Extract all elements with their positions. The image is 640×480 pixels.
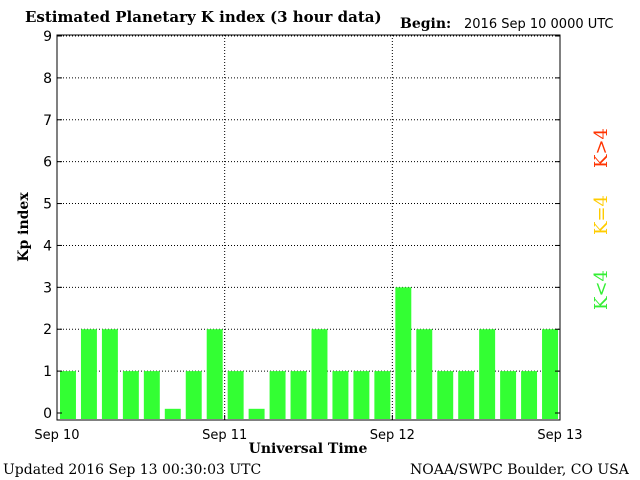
- x-tick-label: Sep 12: [370, 428, 415, 443]
- x-axis: Sep 10 Sep 11 Sep 12 Sep 13: [34, 415, 583, 443]
- legend-item: K<4: [591, 270, 612, 310]
- kp-bar: [185, 371, 202, 419]
- kp-bar: [290, 371, 307, 419]
- x-axis-label: Universal Time: [249, 441, 368, 457]
- kp-bar: [269, 371, 286, 419]
- kp-bar: [374, 371, 391, 419]
- kp-bar: [248, 408, 265, 419]
- kp-bar: [416, 329, 433, 419]
- kp-bar: [479, 329, 496, 419]
- y-tick-label: 6: [43, 155, 52, 171]
- x-tick-label: Sep 13: [537, 428, 582, 443]
- legend-item: K>4: [591, 128, 612, 168]
- legend: K<4 K=4 K>4: [591, 128, 612, 310]
- chart-title: Estimated Planetary K index (3 hour data…: [25, 8, 382, 26]
- x-tick-label: Sep 10: [34, 428, 79, 443]
- kp-bar: [500, 371, 517, 419]
- kp-bar: [332, 371, 349, 419]
- kp-bar: [521, 371, 538, 419]
- y-tick-label: 7: [43, 113, 52, 129]
- y-tick-label: 1: [43, 364, 52, 380]
- y-tick-label: 0: [43, 406, 52, 422]
- plot-frame: [56, 34, 561, 421]
- y-tick-label: 5: [43, 197, 52, 213]
- begin-value: 2016 Sep 10 0000 UTC: [464, 17, 614, 32]
- kp-bar: [164, 408, 181, 419]
- kp-bar: [60, 371, 76, 419]
- y-tick-label: 8: [43, 71, 52, 87]
- kp-bar: [395, 287, 412, 419]
- source-credit: NOAA/SWPC Boulder, CO USA: [410, 462, 630, 478]
- begin-label: Begin:: [400, 16, 451, 32]
- y-tick-label: 2: [43, 322, 52, 338]
- y-tick-label: 3: [43, 280, 52, 296]
- kp-bar: [542, 329, 558, 419]
- kp-bar: [437, 371, 454, 419]
- bars: [60, 287, 558, 419]
- x-tick-label: Sep 11: [202, 428, 247, 443]
- grid: [57, 35, 560, 420]
- kp-bar: [458, 371, 475, 419]
- kp-bar: [143, 371, 160, 419]
- kp-bar: [122, 371, 139, 419]
- updated-timestamp: Updated 2016 Sep 13 00:30:03 UTC: [3, 462, 261, 478]
- kp-bar: [353, 371, 370, 419]
- y-axis-label: Kp index: [16, 192, 32, 262]
- kp-bar: [206, 329, 223, 419]
- kp-bar: [311, 329, 328, 419]
- kp-bar: [101, 329, 118, 419]
- y-tick-label: 4: [43, 238, 52, 254]
- legend-item: K=4: [591, 195, 612, 235]
- y-tick-label: 9: [43, 29, 52, 45]
- kp-bar: [227, 371, 244, 419]
- y-axis: 0 1 2 3 4 5 6 7 8 9: [43, 29, 560, 422]
- kp-bar: [80, 329, 97, 419]
